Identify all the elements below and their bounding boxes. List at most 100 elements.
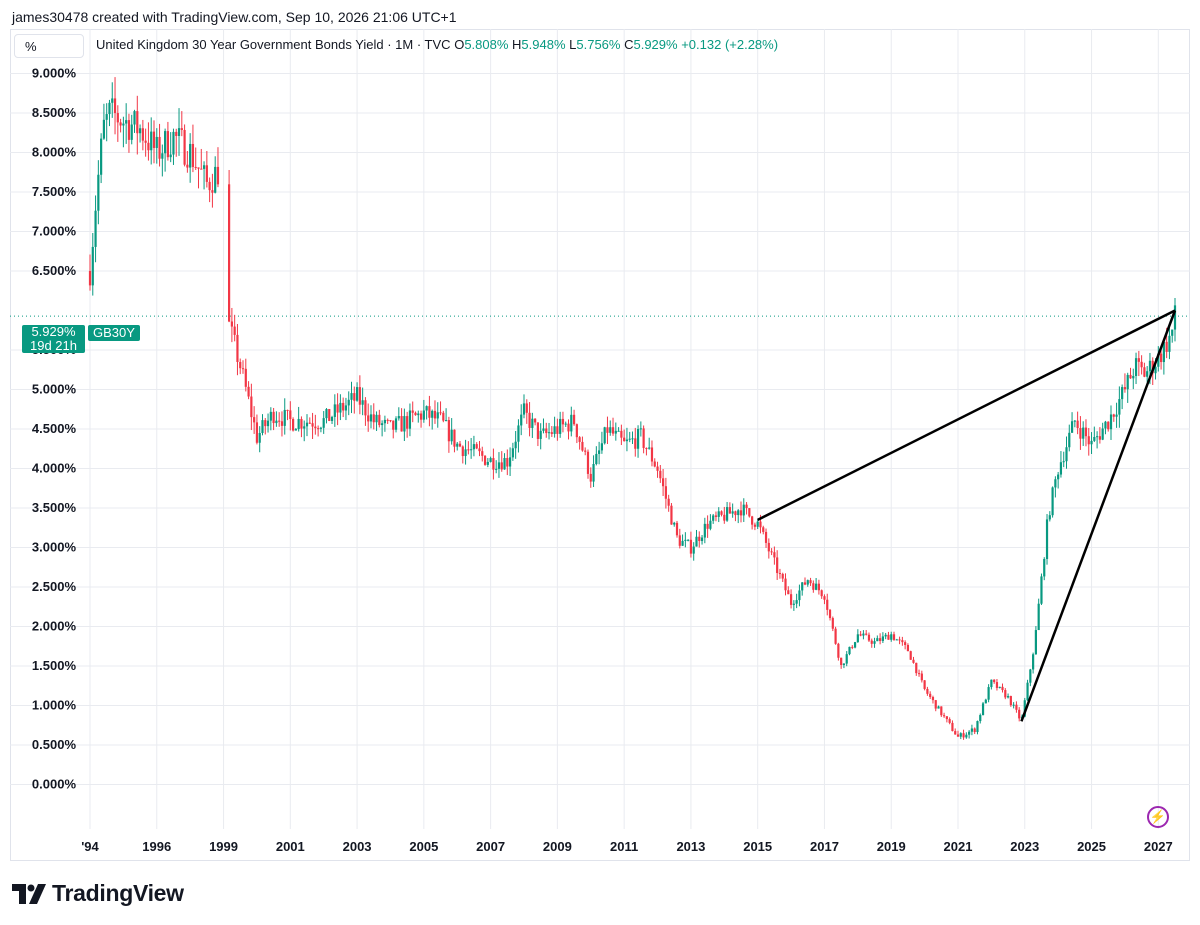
lightning-icon[interactable]: ⚡ — [1147, 806, 1169, 828]
y-tick-label: 4.500% — [32, 421, 77, 436]
candle-body — [664, 486, 667, 499]
candle-body — [236, 334, 239, 362]
candle-body — [881, 636, 884, 641]
x-tick-label: 2009 — [543, 839, 572, 854]
candle-body — [1043, 558, 1046, 577]
candle-body — [940, 706, 943, 716]
candle-body — [920, 673, 923, 681]
candle-body — [386, 419, 389, 421]
legend-open-value: 5.808% — [464, 37, 509, 52]
candle-body — [634, 438, 637, 449]
candle-body — [1109, 414, 1113, 430]
candle-body — [723, 514, 726, 521]
candle-body — [851, 646, 854, 648]
candle-body — [1096, 436, 1099, 438]
candle-body — [756, 521, 759, 527]
candle-body — [102, 119, 106, 139]
candle-body — [778, 573, 782, 575]
candle-body — [495, 468, 498, 470]
candle-body — [751, 516, 754, 525]
candle-body — [895, 639, 898, 641]
candle-body — [717, 511, 720, 517]
candle-body — [419, 413, 423, 420]
legend-open-key: O — [454, 37, 465, 52]
candle-body — [753, 524, 757, 527]
candle-body — [1159, 353, 1163, 363]
candle-body — [828, 609, 832, 619]
candle-body — [255, 422, 259, 443]
candle-body — [383, 419, 386, 424]
candle-body — [216, 166, 220, 185]
candle-body — [342, 402, 345, 411]
candle-body — [258, 433, 261, 443]
candle-body — [692, 546, 695, 554]
x-tick-label: 2021 — [944, 839, 973, 854]
candle-body — [876, 638, 879, 642]
x-tick-label: 2007 — [476, 839, 505, 854]
candle-body — [559, 418, 562, 434]
legend-low-value: 5.756% — [576, 37, 621, 52]
y-tick-label: 8.000% — [32, 145, 77, 160]
candle-body — [422, 410, 425, 420]
candle-body — [700, 537, 704, 542]
candle-body — [1004, 690, 1007, 698]
candle-body — [1162, 341, 1165, 363]
candle-body — [589, 473, 592, 482]
candle-body — [172, 131, 175, 155]
tradingview-logo: TradingView — [12, 880, 184, 907]
candle-body — [297, 418, 300, 430]
candle-body — [845, 654, 848, 664]
candle-body — [678, 535, 681, 546]
candle-body — [776, 557, 779, 574]
candle-body — [108, 102, 111, 115]
candle-body — [1062, 461, 1065, 463]
candle-body — [506, 458, 509, 467]
candle-body — [261, 420, 264, 434]
candle-body — [442, 412, 445, 421]
candle-body — [584, 450, 587, 452]
candle-body — [670, 505, 673, 525]
candle-body — [461, 446, 464, 457]
candle-body — [1112, 414, 1115, 417]
candle-body — [662, 478, 665, 487]
candle-body — [105, 114, 108, 120]
x-tick-label: 1996 — [142, 839, 171, 854]
candle-body — [915, 662, 918, 674]
candle-body — [1040, 576, 1043, 604]
price-chart[interactable]: 0.000% 0.500% 1.000% 1.500% 2.000% 2.500% 3.00… — [10, 29, 1190, 861]
candle-body — [522, 403, 526, 415]
candle-body — [956, 734, 960, 737]
candle-body — [155, 136, 158, 148]
candle-body — [812, 583, 815, 590]
candle-body — [748, 508, 751, 517]
candle-body — [253, 417, 256, 423]
candle-body — [595, 453, 598, 465]
candle-body — [303, 426, 306, 429]
candle-body — [801, 582, 804, 591]
candle-body — [317, 428, 320, 430]
chart-caption: james30478 created with TradingView.com,… — [12, 9, 457, 25]
candle-body — [141, 128, 144, 141]
candle-body — [636, 428, 640, 449]
candle-body — [684, 539, 687, 541]
candle-body — [230, 321, 233, 327]
candle-body — [1171, 329, 1174, 336]
candle-body — [241, 368, 245, 370]
candle-body — [189, 143, 192, 168]
candle-body — [300, 418, 303, 429]
candle-body — [470, 449, 473, 451]
candle-body — [1034, 630, 1037, 655]
candle-body — [737, 510, 740, 516]
candle-body — [628, 438, 631, 440]
candle-body — [734, 511, 737, 516]
candle-body — [445, 420, 448, 422]
candle-body — [175, 131, 178, 136]
scale-toggle-button[interactable]: % — [14, 34, 84, 58]
candle-body — [706, 523, 709, 529]
y-tick-label: 5.000% — [32, 382, 77, 397]
candle-body — [968, 731, 971, 735]
candle-body — [481, 451, 484, 456]
candle-body — [979, 715, 982, 722]
candle-body — [787, 590, 790, 595]
candle-body — [1101, 428, 1104, 440]
